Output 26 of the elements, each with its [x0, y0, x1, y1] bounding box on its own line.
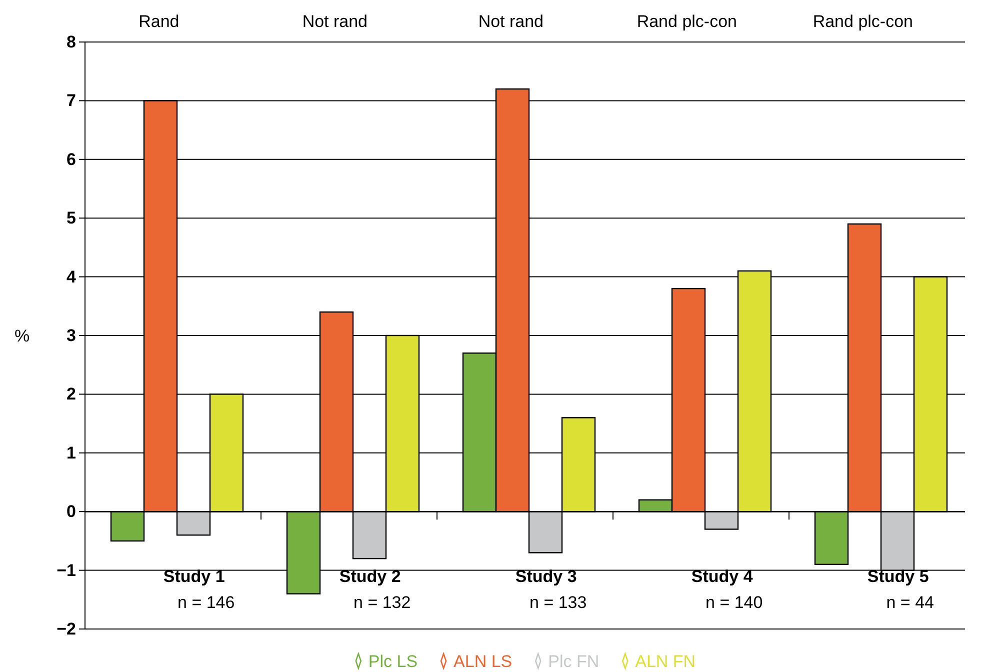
legend-label: Plc FN: [548, 652, 600, 671]
x-tick-label: Study 5 n = 44: [867, 567, 934, 612]
y-tick-label: 3: [66, 326, 76, 345]
x-tick-label: Study 3 n = 133: [515, 567, 587, 612]
legend-label: ALN FN: [635, 652, 696, 671]
x-tick-label: Study 2 n = 132: [339, 567, 411, 612]
y-tick-label: 0: [66, 502, 76, 522]
y-tick-label: 6: [66, 150, 76, 169]
y-tick-label: 4: [66, 267, 77, 286]
y-tick-label: −1: [56, 560, 76, 580]
x-tick-label: Study 4 n = 140: [691, 567, 763, 612]
legend-label: Plc LS: [368, 652, 418, 671]
y-tick-label: 5: [66, 208, 76, 228]
y-axis-title: %: [14, 326, 30, 346]
text: Rand: [138, 12, 180, 31]
text: Rand plc-con: [636, 12, 738, 31]
y-tick-label: 8: [66, 32, 76, 52]
y-tick-label: 2: [66, 384, 76, 404]
y-tick-label: 7: [66, 91, 76, 110]
legend-label: ALN LS: [454, 652, 512, 671]
text: Rand plc-con: [812, 12, 914, 31]
y-tick-label: −2: [56, 619, 76, 638]
x-tick-label: Study 1 n = 146: [163, 567, 235, 612]
text: Not rand: [478, 12, 544, 31]
y-tick-label: 1: [66, 443, 76, 462]
text: Not rand: [302, 12, 368, 31]
